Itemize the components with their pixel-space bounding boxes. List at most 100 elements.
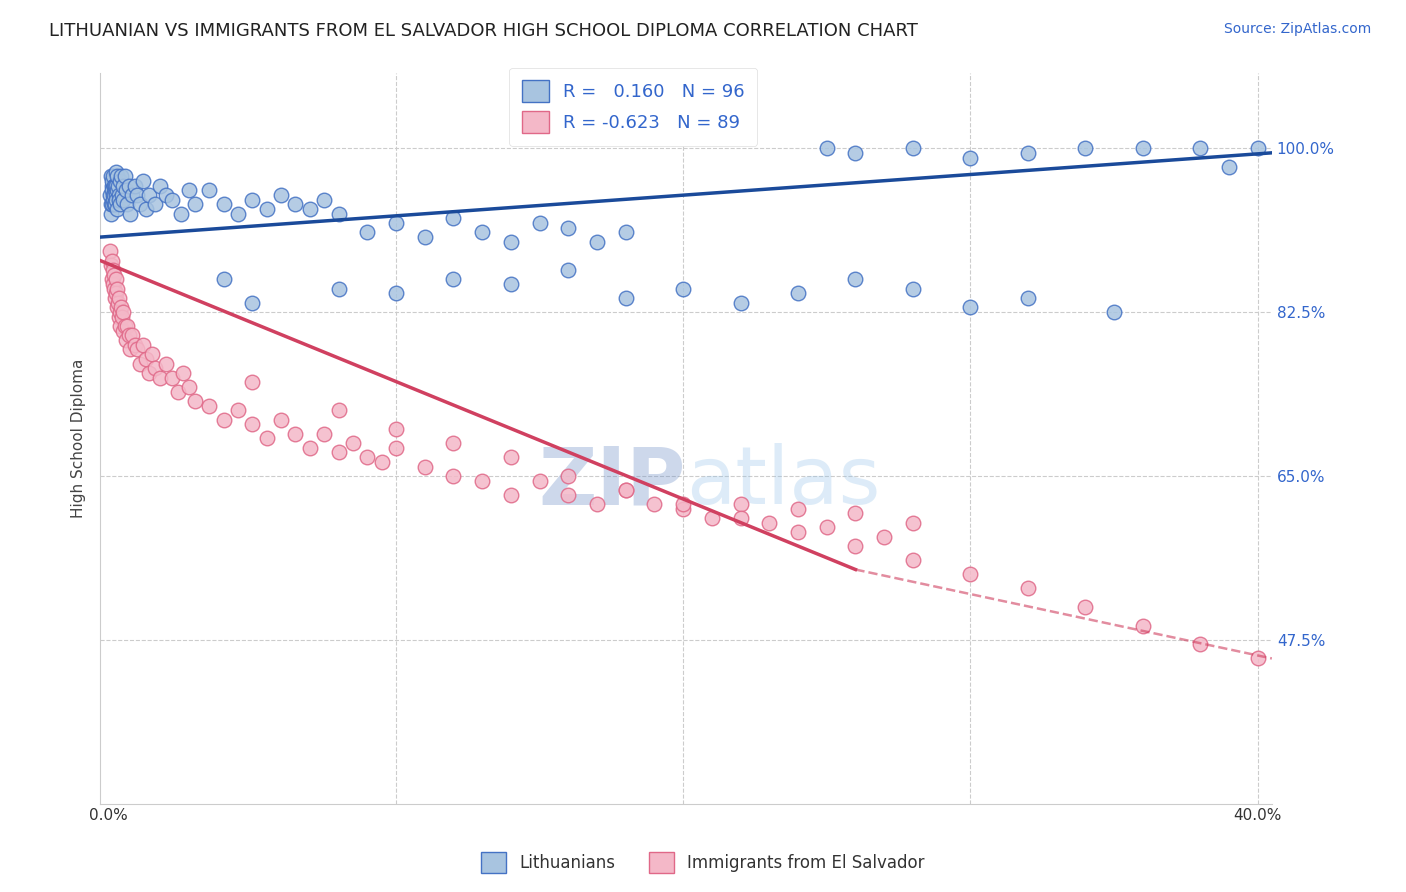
Point xyxy=(132,174,155,188)
Point xyxy=(108,305,131,319)
Point xyxy=(959,151,981,165)
Point xyxy=(557,487,579,501)
Point xyxy=(873,530,896,544)
Point xyxy=(240,417,263,432)
Point xyxy=(107,188,129,202)
Point xyxy=(111,310,134,324)
Point xyxy=(328,445,350,459)
Point xyxy=(169,207,191,221)
Point xyxy=(101,272,124,286)
Point xyxy=(1189,637,1212,651)
Point xyxy=(107,310,129,324)
Point xyxy=(385,422,408,436)
Point xyxy=(328,282,350,296)
Point xyxy=(118,178,141,193)
Point xyxy=(356,450,378,465)
Point xyxy=(104,183,127,197)
Point xyxy=(212,197,235,211)
Point xyxy=(127,188,149,202)
Text: LITHUANIAN VS IMMIGRANTS FROM EL SALVADOR HIGH SCHOOL DIPLOMA CORRELATION CHART: LITHUANIAN VS IMMIGRANTS FROM EL SALVADO… xyxy=(49,22,918,40)
Point xyxy=(101,197,124,211)
Point xyxy=(103,282,125,296)
Point xyxy=(135,202,157,216)
Point xyxy=(256,432,278,446)
Point xyxy=(110,169,132,184)
Point xyxy=(141,347,163,361)
Point xyxy=(121,328,143,343)
Point xyxy=(614,291,637,305)
Point xyxy=(529,474,551,488)
Point xyxy=(114,319,136,334)
Point xyxy=(124,338,146,352)
Point xyxy=(614,483,637,497)
Point xyxy=(179,380,201,394)
Point xyxy=(100,197,122,211)
Point xyxy=(124,178,146,193)
Point xyxy=(284,426,307,441)
Point xyxy=(115,333,138,347)
Point xyxy=(117,197,139,211)
Point xyxy=(557,468,579,483)
Point xyxy=(959,301,981,315)
Point xyxy=(105,169,128,184)
Point xyxy=(614,226,637,240)
Point xyxy=(499,450,522,465)
Point xyxy=(298,202,321,216)
Point xyxy=(385,286,408,301)
Point xyxy=(105,301,128,315)
Point xyxy=(103,193,125,207)
Point xyxy=(100,253,122,268)
Point xyxy=(1017,145,1039,160)
Point xyxy=(1017,581,1039,595)
Point xyxy=(356,226,378,240)
Point xyxy=(104,164,127,178)
Point xyxy=(815,141,838,155)
Point xyxy=(149,370,172,384)
Point xyxy=(198,183,221,197)
Point xyxy=(105,282,128,296)
Point xyxy=(115,183,138,197)
Point xyxy=(1102,305,1125,319)
Point xyxy=(103,178,125,193)
Point xyxy=(179,183,201,197)
Point xyxy=(172,366,194,380)
Point xyxy=(103,188,125,202)
Legend: R =   0.160   N = 96, R = -0.623   N = 89: R = 0.160 N = 96, R = -0.623 N = 89 xyxy=(509,68,758,146)
Point xyxy=(100,169,122,184)
Point xyxy=(1017,291,1039,305)
Point xyxy=(844,539,866,553)
Point xyxy=(107,178,129,193)
Point xyxy=(104,272,127,286)
Point xyxy=(441,436,464,450)
Point xyxy=(614,483,637,497)
Point xyxy=(120,207,142,221)
Point xyxy=(270,413,292,427)
Point xyxy=(155,357,177,371)
Point xyxy=(101,169,124,184)
Point xyxy=(138,188,160,202)
Point xyxy=(256,202,278,216)
Point xyxy=(132,338,155,352)
Point xyxy=(730,497,752,511)
Point xyxy=(328,207,350,221)
Point xyxy=(103,197,125,211)
Point xyxy=(184,197,207,211)
Point xyxy=(758,516,780,530)
Point xyxy=(1218,160,1240,174)
Point xyxy=(844,506,866,520)
Point xyxy=(959,567,981,582)
Point xyxy=(385,216,408,230)
Point xyxy=(557,220,579,235)
Point xyxy=(270,188,292,202)
Point xyxy=(114,169,136,184)
Point xyxy=(787,501,810,516)
Point xyxy=(586,497,609,511)
Point xyxy=(413,459,436,474)
Point xyxy=(226,403,249,417)
Point xyxy=(101,263,124,277)
Point xyxy=(103,178,125,193)
Point xyxy=(672,501,695,516)
Point xyxy=(166,384,188,399)
Point xyxy=(787,286,810,301)
Point xyxy=(844,272,866,286)
